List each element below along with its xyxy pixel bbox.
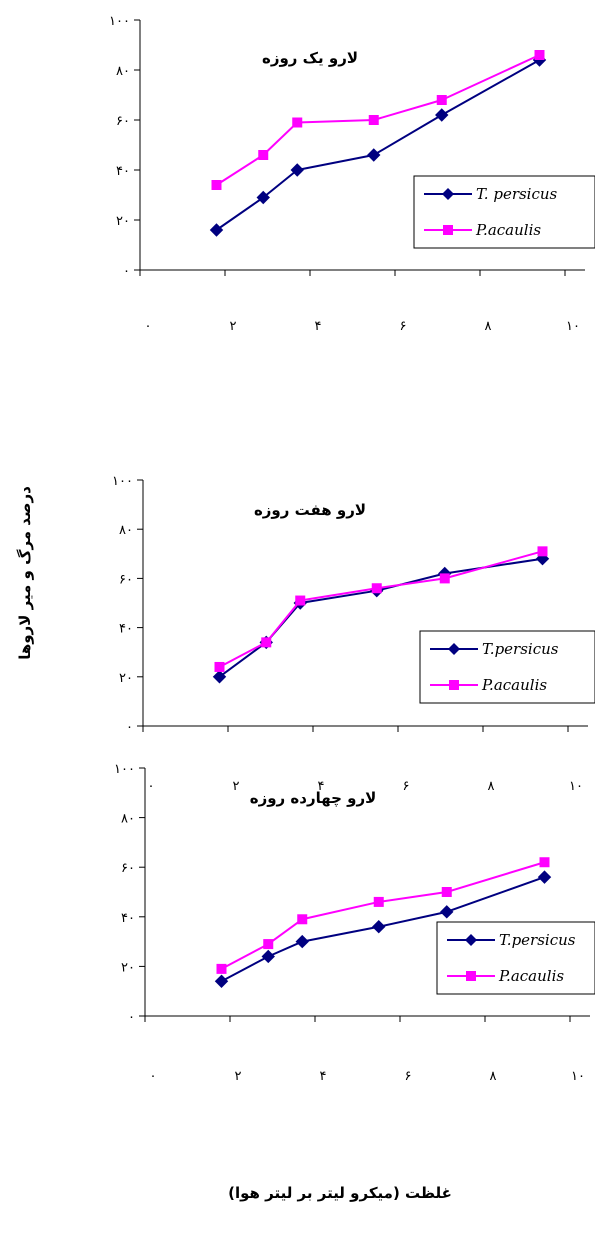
chart-panel-1: ۰ ۲۰ ۴۰ ۶۰ ۸۰ ۱۰۰ ۰ ۲ ۴ ۶ ۸ ۱۰ لارو یک روزه T. persic… [109,14,595,334]
y-tick-label: ۶۰ [119,572,133,587]
legend-label: T. persicus [476,185,558,203]
y-tick-label: ۸۰ [119,523,133,538]
chart-title: لارو هفت روزه [254,501,366,519]
chart-panel-2: ۰ ۲۰ ۴۰ ۶۰ ۸۰ ۱۰۰ ۰ ۲ ۴ ۶ ۸ ۱۰ لارو هفت روزه T.persic… [112,474,595,794]
legend-label: T.persicus [499,931,576,949]
data-point-diamond [295,934,309,949]
series-line-persicus [215,59,540,231]
data-point-diamond [367,148,381,162]
x-tick-label: ۱۰ [569,779,583,794]
data-point-square [295,595,306,606]
x-tick-label: ۶ [400,319,407,334]
y-tick-label: ۲۰ [119,671,133,686]
x-tick-label: ۲ [233,779,240,794]
x-axis-label: غلظت (میکرو لیتر بر لیتر هوا) [228,1184,452,1202]
x-tick-label: ۰ [148,779,155,794]
series-line-persicus [218,557,543,678]
data-point-square [297,914,308,925]
legend-box [419,630,595,704]
y-tick-label: ۸۰ [116,64,130,79]
y-tick-label: ۴۰ [119,622,133,637]
legend: T.persicus P.acaulis [436,921,595,995]
y-tick-label: ۰ [128,1010,135,1025]
y-axis-label: درصد مرگ و میر لاروها [16,486,34,660]
data-point-square [263,939,274,950]
data-point-square [292,117,303,128]
x-tick-label: ۰ [150,1069,157,1084]
y-tick-label: ۱۰۰ [114,762,135,777]
legend-marker-diamond [465,934,477,946]
series-line-acaulis [215,54,540,186]
x-tick-label: ۴ [320,1069,327,1084]
x-tick-label: ۰ [145,319,152,334]
x-tick-label: ۲ [230,319,237,334]
x-tick-label: ۸ [485,319,492,334]
series-line-acaulis [219,550,543,668]
y-tick-label: ۶۰ [116,114,130,129]
data-point-diamond [440,905,454,919]
chart-title: لارو چهارده روزه [250,789,377,808]
data-point-diamond [261,949,275,964]
x-tick-label: ۸ [490,1069,497,1084]
x-tick-label: ۴ [318,779,325,794]
x-tick-label: ۶ [403,779,410,794]
y-tick-label: ۱۰۰ [109,14,130,29]
data-point-square [373,896,384,907]
data-point-diamond [212,670,227,684]
x-tick-label: ۴ [315,319,322,334]
x-tick-label: ۲ [235,1069,242,1084]
y-tick-label: ۴۰ [116,164,130,179]
data-point-diamond [372,920,386,934]
y-tick-label: ۰ [126,720,133,735]
data-point-square [368,115,379,125]
y-tick-label: ۸۰ [121,812,135,827]
legend-label: P.acaulis [481,676,547,694]
x-tick-label: ۱۰ [566,319,580,334]
data-point-square [216,963,227,974]
data-point-diamond [537,870,552,884]
data-point-square [258,150,269,160]
data-point-square [537,546,548,557]
data-point-square [439,573,450,584]
data-point-square [211,180,222,190]
data-point-square [371,583,382,594]
data-point-square [436,95,447,105]
y-tick-label: ۶۰ [121,861,135,876]
y-tick-label: ۰ [123,264,130,279]
data-point-square [261,637,272,648]
legend-label: P.acaulis [475,221,541,239]
legend-marker-square [449,680,459,690]
legend-marker-square [443,225,453,235]
data-point-square [534,50,545,60]
data-point-square [214,661,225,672]
legend: T.persicus P.acaulis [419,630,595,704]
x-tick-label: ۸ [488,779,495,794]
legend-box [436,921,595,995]
chart-title: لارو یک روزه [262,49,358,67]
y-tick-label: ۲۰ [121,960,135,975]
legend-marker-square [466,971,476,981]
x-tick-label: ۶ [405,1069,412,1084]
legend: T. persicus P.acaulis [413,175,595,249]
legend-label: T.persicus [482,640,559,658]
data-point-square [539,857,550,868]
data-point-square [441,887,452,897]
data-point-diamond [209,223,224,237]
y-tick-label: ۱۰۰ [112,474,133,489]
series-line-acaulis [221,861,545,970]
legend-marker-diamond [448,643,460,655]
legend-label: P.acaulis [498,967,564,985]
data-point-diamond [290,163,304,177]
legend-box [413,175,595,249]
series-line-persicus [221,876,545,983]
y-tick-label: ۲۰ [116,214,130,229]
data-point-diamond [256,190,270,205]
data-point-diamond [214,974,229,988]
legend-marker-diamond [442,188,454,200]
data-point-diamond [435,108,449,122]
x-tick-label: ۱۰ [571,1069,585,1084]
y-tick-label: ۴۰ [121,911,135,926]
